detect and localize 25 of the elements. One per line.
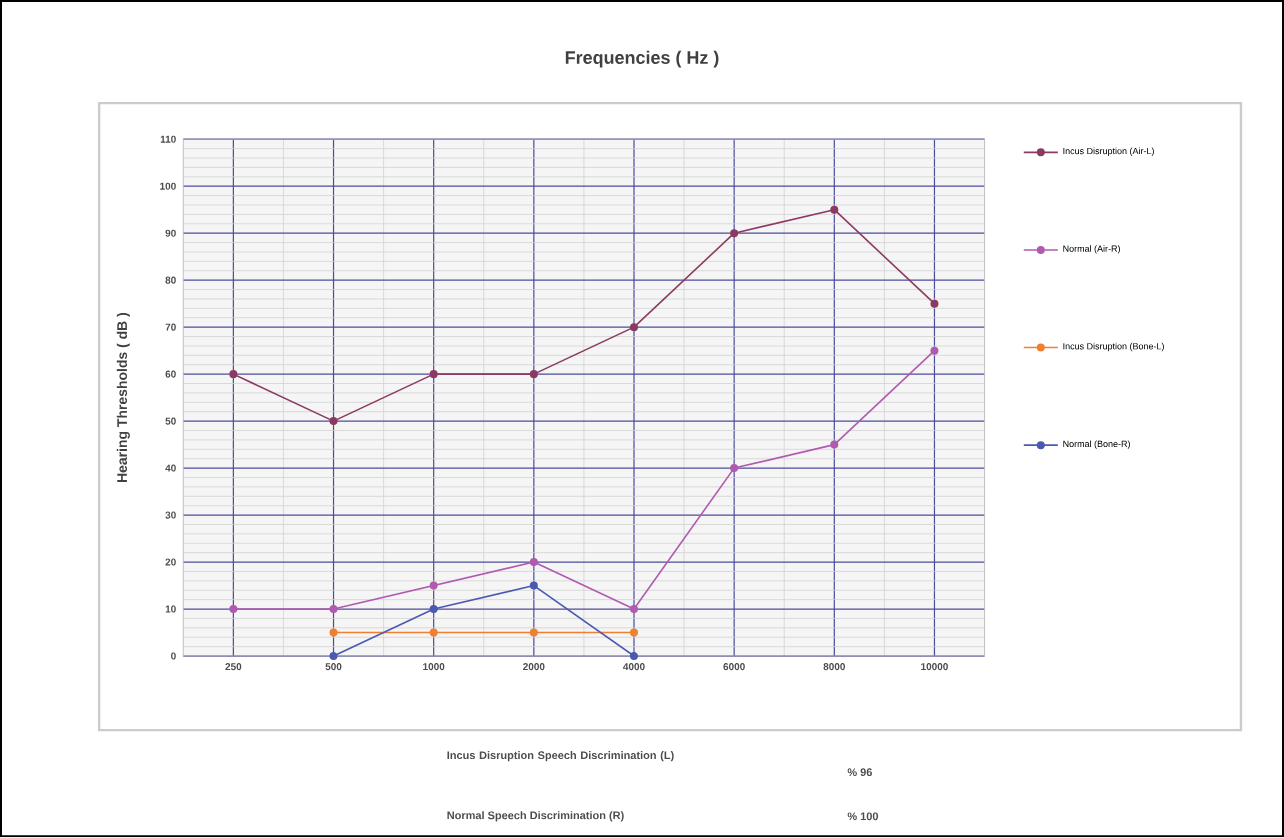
point xyxy=(529,581,538,590)
point xyxy=(429,628,438,637)
point xyxy=(629,323,638,332)
point xyxy=(229,605,238,614)
point xyxy=(629,628,638,637)
point xyxy=(329,417,338,426)
point xyxy=(529,370,538,379)
point xyxy=(730,464,739,473)
point xyxy=(930,299,939,308)
point xyxy=(529,558,538,567)
point xyxy=(329,605,338,614)
chart-title: Frequencies ( Hz ) xyxy=(565,51,719,68)
point xyxy=(229,370,238,379)
point xyxy=(830,206,839,215)
point xyxy=(629,652,638,661)
point xyxy=(429,370,438,379)
point xyxy=(629,605,638,614)
point xyxy=(930,346,939,355)
point xyxy=(830,440,839,449)
point xyxy=(429,605,438,614)
point xyxy=(529,628,538,637)
point xyxy=(730,229,739,238)
point xyxy=(329,628,338,637)
point xyxy=(329,652,338,661)
point xyxy=(429,581,438,590)
